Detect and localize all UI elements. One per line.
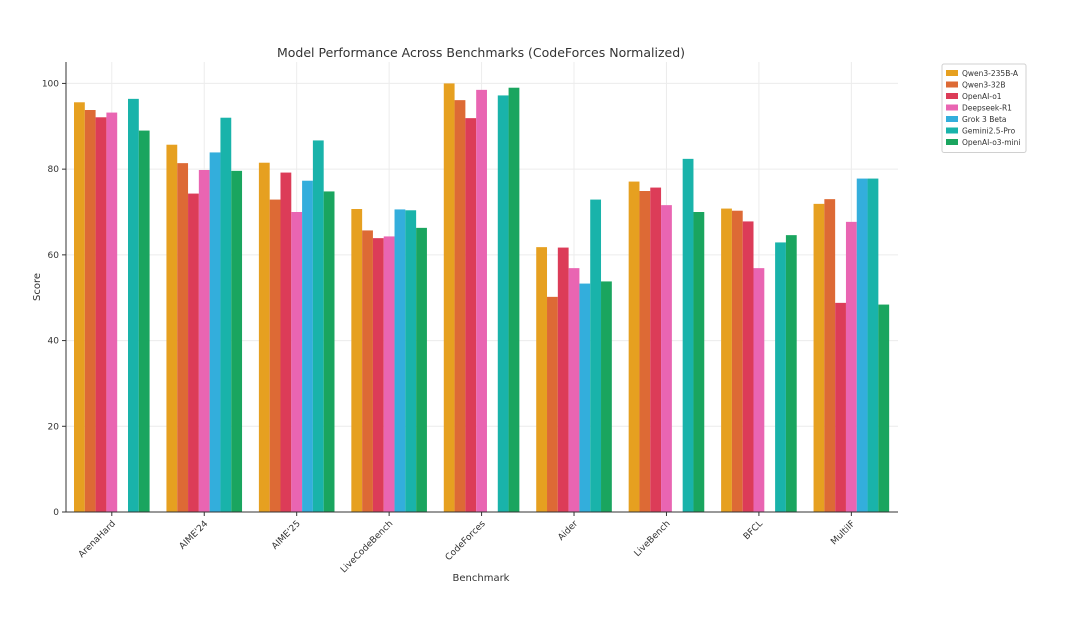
bar	[878, 304, 890, 512]
y-tick-label: 20	[48, 422, 60, 432]
bar	[405, 210, 417, 513]
bar	[231, 170, 243, 512]
bar	[639, 191, 651, 512]
bar	[138, 130, 150, 513]
bar	[416, 227, 427, 512]
bar	[95, 117, 107, 513]
bar	[128, 98, 139, 512]
bar	[835, 302, 846, 512]
bar	[601, 281, 612, 512]
x-tick-label: ArenaHard	[77, 519, 118, 560]
bar	[536, 247, 548, 512]
legend-label: Qwen3-235B-A	[962, 69, 1019, 78]
bar	[362, 230, 373, 512]
axes	[62, 62, 898, 516]
y-tick-label: 0	[53, 508, 59, 518]
bar	[394, 209, 406, 512]
bar	[280, 172, 292, 513]
bar	[465, 118, 477, 513]
bar	[753, 268, 765, 512]
bar	[220, 117, 232, 512]
bar	[568, 268, 580, 512]
bar	[372, 238, 384, 512]
bar	[721, 208, 732, 513]
bar	[731, 210, 743, 512]
x-axis-label: Benchmark	[453, 573, 510, 584]
bar	[269, 199, 281, 513]
legend-box	[941, 63, 1027, 153]
bar	[323, 191, 335, 512]
bar	[443, 83, 455, 512]
bar	[693, 212, 705, 512]
bar	[682, 158, 694, 512]
bar	[856, 178, 868, 513]
legend-swatch	[946, 139, 958, 145]
legend-label: Gemini2.5-Pro	[962, 127, 1016, 136]
bar	[209, 152, 221, 512]
legend-swatch	[946, 81, 958, 88]
bar	[547, 296, 558, 512]
bar	[628, 181, 640, 513]
bar	[661, 205, 672, 512]
legend-label: Deepseek-R1	[962, 104, 1012, 113]
legend-label: OpenAI-o1	[962, 92, 1002, 101]
x-tick-label: AIME'25	[270, 519, 303, 552]
x-tick-label: AIME'24	[178, 519, 211, 552]
bar	[383, 236, 395, 512]
bars	[74, 83, 890, 513]
bar	[351, 209, 363, 512]
bar	[824, 199, 836, 512]
bar	[497, 95, 509, 512]
bar	[476, 89, 487, 512]
bar	[312, 140, 324, 512]
chart-title: Model Performance Across Benchmarks (Cod…	[277, 45, 685, 60]
bar	[188, 193, 199, 513]
bar	[258, 162, 270, 512]
bar	[177, 163, 189, 512]
legend-swatch	[946, 116, 958, 122]
bar	[508, 87, 520, 512]
legend: Qwen3-235B-A Qwen3-32B OpenAI-o1 Deepseek-R…	[941, 63, 1027, 153]
legend-swatch	[946, 127, 958, 134]
bar	[454, 100, 466, 513]
bar	[198, 170, 210, 512]
legend-swatch	[946, 70, 958, 76]
x-tick-label: LiveBench	[633, 519, 673, 559]
x-tick-label: CodeForces	[444, 519, 488, 563]
bar	[557, 247, 569, 513]
y-tick-label: 100	[42, 79, 59, 89]
bar	[813, 203, 825, 512]
bar	[84, 110, 96, 512]
legend-swatch	[946, 93, 958, 99]
x-tick-label: LiveCodeBench	[339, 519, 395, 575]
bar	[742, 221, 754, 512]
bar	[867, 178, 879, 513]
y-axis-label: Score	[32, 273, 43, 301]
bar	[302, 180, 313, 512]
x-tick-label: Aider	[556, 519, 580, 543]
bar	[74, 102, 85, 513]
bar	[166, 144, 178, 512]
bar	[590, 199, 602, 513]
legend-swatch	[946, 104, 958, 111]
bar	[845, 221, 857, 512]
legend-label: Qwen3-32B	[962, 81, 1006, 90]
bar	[650, 187, 662, 513]
legend-label: OpenAI-o3-mini	[962, 138, 1021, 147]
y-tick-label: 40	[48, 337, 60, 347]
bar	[775, 242, 786, 512]
bar	[291, 212, 303, 512]
y-tick-label: 60	[48, 251, 60, 261]
x-tick-label: MultiIF	[829, 519, 857, 547]
y-tick-label: 80	[48, 165, 60, 175]
bar	[785, 235, 797, 512]
x-tick-label: BFCL	[742, 519, 765, 542]
legend-label: Grok 3 Beta	[962, 115, 1007, 124]
bar	[106, 112, 118, 513]
bar	[579, 283, 591, 512]
